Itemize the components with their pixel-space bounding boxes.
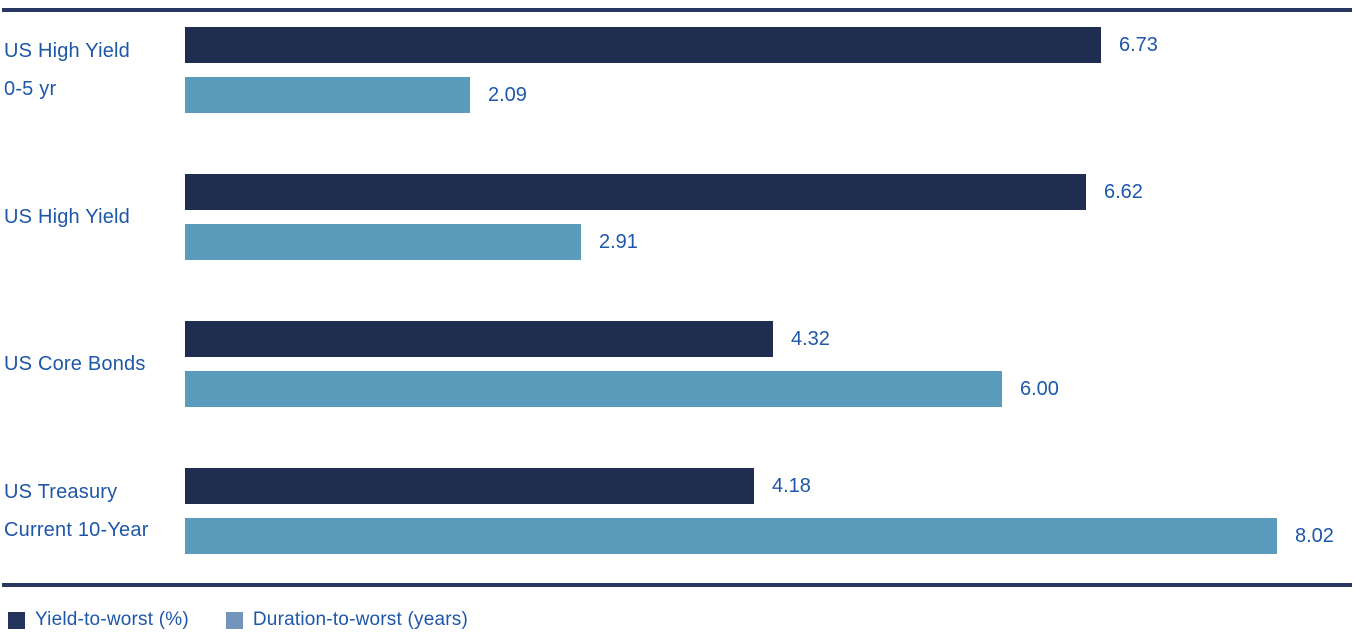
value-label: 8.02 [1295, 524, 1334, 547]
bar-line: 8.02 [185, 518, 1354, 554]
category-label: US High Yield 0-5 yr [0, 27, 185, 113]
category-label-line: Current 10-Year [4, 519, 149, 541]
value-label: 6.00 [1020, 377, 1059, 400]
legend-item-yield: Yield-to-worst (%) [8, 609, 189, 631]
bar-line: 4.18 [185, 468, 1354, 504]
value-label: 6.73 [1119, 33, 1158, 56]
category-label: US Treasury Current 10-Year [0, 468, 185, 554]
duration-bar [185, 77, 470, 113]
chart-rows: US High Yield 0-5 yr 6.73 2.09 US High Yield… [0, 27, 1354, 615]
legend-swatch-yield [8, 611, 25, 629]
category-label: US Core Bonds [0, 321, 185, 407]
bar-line: 6.00 [185, 371, 1354, 407]
category-label-line: US High Yield [4, 206, 130, 228]
legend-swatch-duration [225, 611, 243, 629]
value-label: 4.32 [791, 327, 830, 350]
legend-label-duration: Duration-to-worst (years) [252, 609, 468, 630]
bars-cell: 6.62 2.91 [185, 174, 1354, 260]
yield-bar [185, 321, 773, 357]
category-label-line: 0-5 yr [4, 78, 57, 100]
chart-row: US High Yield 6.62 2.91 [0, 174, 1354, 260]
duration-bar [185, 518, 1277, 554]
bars-cell: 4.18 8.02 [185, 468, 1354, 554]
legend-item-duration: Duration-to-worst (years) [225, 609, 468, 631]
value-label: 2.91 [599, 230, 638, 253]
yield-bar [185, 468, 754, 504]
category-label-line: US Core Bonds [4, 353, 146, 375]
chart-row: US Core Bonds 4.32 6.00 [0, 321, 1354, 407]
bars-cell: 4.32 6.00 [185, 321, 1354, 407]
bar-line: 4.32 [185, 321, 1354, 357]
value-label: 2.09 [488, 83, 527, 106]
chart-row: US Treasury Current 10-Year 4.18 8.02 [0, 468, 1354, 554]
yield-bar [185, 27, 1101, 63]
value-label: 4.18 [772, 474, 811, 497]
top-rule [2, 8, 1352, 12]
category-label: US High Yield [0, 174, 185, 260]
duration-bar [185, 371, 1002, 407]
value-label: 6.62 [1104, 180, 1143, 203]
bar-line: 6.62 [185, 174, 1354, 210]
bar-line: 6.73 [185, 27, 1354, 63]
bottom-rule [2, 583, 1352, 587]
yield-bar [185, 174, 1086, 210]
category-label-line: US Treasury [4, 481, 118, 503]
category-label-line: US High Yield [4, 40, 130, 62]
bar-line: 2.09 [185, 77, 1354, 113]
bars-cell: 6.73 2.09 [185, 27, 1354, 113]
bar-line: 2.91 [185, 224, 1354, 260]
chart-row: US High Yield 0-5 yr 6.73 2.09 [0, 27, 1354, 113]
legend: Yield-to-worst (%) Duration-to-worst (ye… [8, 609, 468, 631]
legend-label-yield: Yield-to-worst (%) [35, 609, 189, 630]
duration-bar [185, 224, 581, 260]
